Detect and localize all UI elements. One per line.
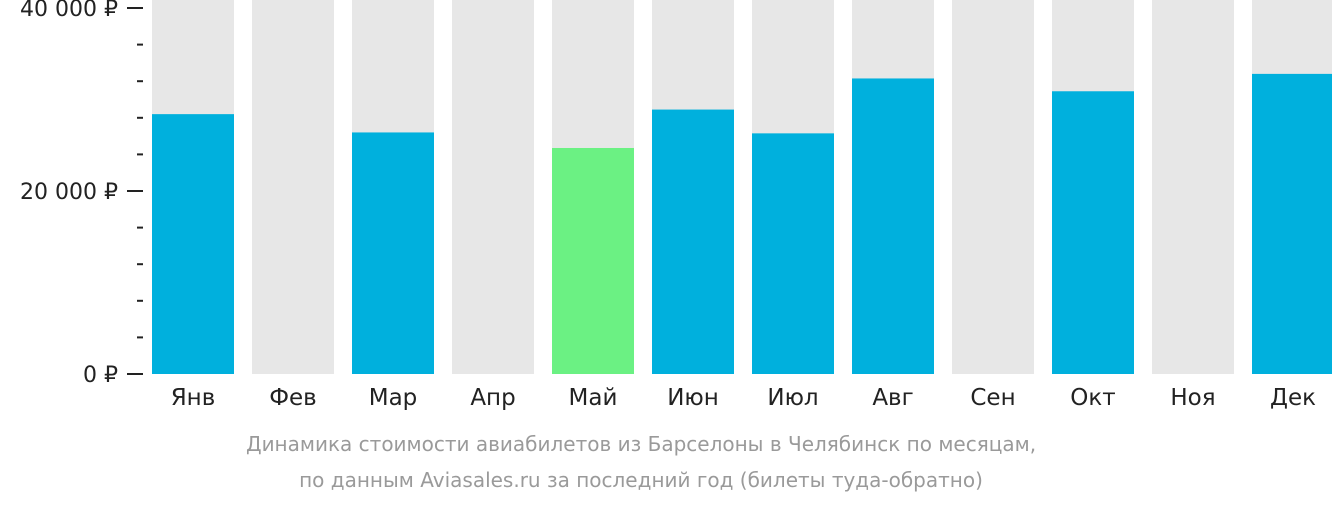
month-column	[1252, 0, 1332, 374]
bar	[352, 132, 434, 374]
month-column	[252, 0, 334, 374]
x-tick-label: Авг	[872, 385, 913, 411]
bar	[852, 78, 934, 374]
x-axis: Янв Фев Мар Апр Май Июн Июл Авг Сен Окт Ноя Дек	[171, 385, 1316, 411]
x-tick-label: Май	[569, 385, 618, 411]
month-column	[652, 0, 734, 374]
y-axis: 0 ₽ 20 000 ₽ 40 000 ₽	[20, 0, 143, 388]
x-tick-label: Дек	[1270, 385, 1316, 411]
y-tick-label: 40 000 ₽	[20, 0, 118, 22]
bar	[652, 109, 734, 374]
bar	[752, 133, 834, 374]
month-column	[752, 0, 834, 374]
month-column	[852, 0, 934, 374]
y-tick-label: 20 000 ₽	[20, 180, 118, 205]
month-column	[352, 0, 434, 374]
x-tick-label: Фев	[269, 385, 317, 411]
bars-group	[152, 0, 1332, 374]
bar-background	[952, 0, 1034, 374]
x-tick-label: Мар	[369, 385, 418, 411]
bar-background	[452, 0, 534, 374]
chart-caption-line-2: по данным Aviasales.ru за последний год …	[299, 468, 983, 492]
x-tick-label: Апр	[470, 385, 515, 411]
bar	[152, 114, 234, 374]
x-tick-label: Ноя	[1170, 385, 1215, 411]
bar	[1052, 91, 1134, 374]
x-tick-label: Июл	[767, 385, 818, 411]
chart-caption-line-1: Динамика стоимости авиабилетов из Барсел…	[245, 432, 1037, 456]
month-column	[1052, 0, 1134, 374]
bar-background	[1152, 0, 1234, 374]
month-column	[952, 0, 1034, 374]
bar-highlighted	[552, 147, 634, 374]
month-column	[452, 0, 534, 374]
bar	[1252, 73, 1332, 374]
x-tick-label: Окт	[1070, 385, 1115, 411]
x-tick-label: Янв	[171, 385, 216, 411]
x-tick-label: Июн	[667, 385, 719, 411]
y-tick-label: 0 ₽	[83, 363, 118, 388]
bar-background	[252, 0, 334, 374]
month-column	[552, 0, 634, 374]
month-column	[1152, 0, 1234, 374]
month-column	[152, 0, 234, 374]
x-tick-label: Сен	[970, 385, 1015, 411]
